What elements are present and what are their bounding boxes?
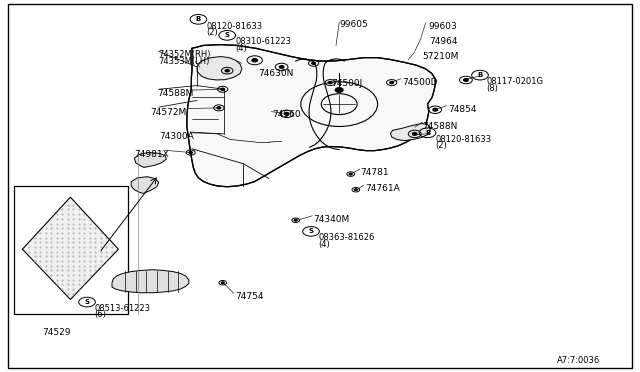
Circle shape xyxy=(433,108,438,111)
Text: (2): (2) xyxy=(435,141,447,150)
Text: 99605: 99605 xyxy=(339,20,368,29)
Text: 74529: 74529 xyxy=(42,328,70,337)
Circle shape xyxy=(463,78,468,81)
Text: B: B xyxy=(477,72,483,78)
Text: 99603: 99603 xyxy=(429,22,458,31)
Polygon shape xyxy=(187,45,435,187)
Text: 74500J: 74500J xyxy=(332,79,363,88)
Circle shape xyxy=(328,81,332,84)
Text: 08120-81633: 08120-81633 xyxy=(207,22,263,31)
Polygon shape xyxy=(112,270,189,293)
Circle shape xyxy=(355,189,357,190)
Text: S: S xyxy=(225,32,230,38)
Text: 74981X: 74981X xyxy=(134,150,169,158)
Polygon shape xyxy=(22,197,118,299)
Polygon shape xyxy=(197,57,242,80)
Text: 74352M(RH): 74352M(RH) xyxy=(159,50,211,59)
Bar xyxy=(14,186,128,314)
Text: 74964: 74964 xyxy=(429,37,458,46)
Text: (6): (6) xyxy=(95,310,107,319)
Circle shape xyxy=(390,81,394,84)
Polygon shape xyxy=(134,153,166,167)
Text: 74572M: 74572M xyxy=(150,108,187,117)
Circle shape xyxy=(413,132,417,135)
Text: 74340M: 74340M xyxy=(314,215,350,224)
Circle shape xyxy=(294,219,297,221)
Text: (4): (4) xyxy=(319,240,330,248)
Circle shape xyxy=(349,173,352,175)
Text: S: S xyxy=(308,228,314,234)
Text: 57210M: 57210M xyxy=(422,52,459,61)
Polygon shape xyxy=(131,177,159,193)
Circle shape xyxy=(335,88,343,92)
Circle shape xyxy=(312,62,316,64)
Circle shape xyxy=(217,107,221,109)
Circle shape xyxy=(221,88,225,90)
Text: 74560: 74560 xyxy=(272,110,301,119)
Text: B: B xyxy=(425,130,430,136)
Text: 74761A: 74761A xyxy=(365,184,399,193)
Circle shape xyxy=(189,152,192,153)
Circle shape xyxy=(252,59,257,62)
Text: 74781: 74781 xyxy=(360,168,389,177)
Circle shape xyxy=(285,112,289,115)
Text: 08117-0201G: 08117-0201G xyxy=(486,77,543,86)
Text: B: B xyxy=(196,16,201,22)
Text: 74754: 74754 xyxy=(236,292,264,301)
Text: 08513-61223: 08513-61223 xyxy=(95,304,151,313)
Text: 74588N: 74588N xyxy=(422,122,458,131)
Text: (4): (4) xyxy=(236,44,247,52)
Circle shape xyxy=(280,65,284,68)
Text: 74300A: 74300A xyxy=(159,132,193,141)
Text: 08363-81626: 08363-81626 xyxy=(319,233,375,242)
Text: S: S xyxy=(84,299,90,305)
Text: 74500D: 74500D xyxy=(402,78,437,87)
Text: 74588M: 74588M xyxy=(157,89,193,98)
Text: 08310-61223: 08310-61223 xyxy=(236,37,292,46)
Text: 74854: 74854 xyxy=(448,105,477,114)
Text: 74630N: 74630N xyxy=(258,69,293,78)
Polygon shape xyxy=(390,124,430,141)
Text: 08120-81633: 08120-81633 xyxy=(435,135,492,144)
Circle shape xyxy=(221,282,224,283)
Text: A7:7:0036: A7:7:0036 xyxy=(557,356,600,365)
Text: (8): (8) xyxy=(486,84,499,93)
Text: (2): (2) xyxy=(207,28,218,37)
Circle shape xyxy=(225,70,229,72)
Text: 74353M(LH): 74353M(LH) xyxy=(159,57,210,66)
